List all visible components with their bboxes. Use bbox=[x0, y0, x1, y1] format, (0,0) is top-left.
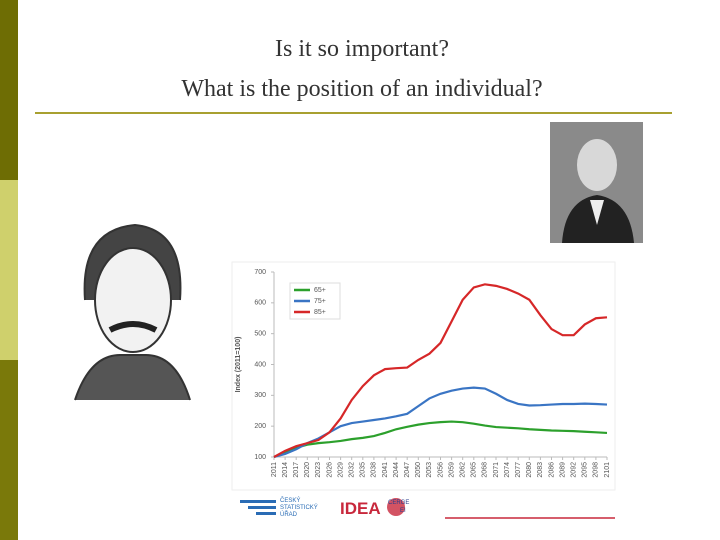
x-tick-label: 2041 bbox=[382, 462, 389, 478]
logo-text: ČESKÝ bbox=[280, 497, 300, 504]
portrait bbox=[550, 122, 643, 243]
x-tick-label: 2092 bbox=[571, 462, 578, 478]
x-tick-label: 2023 bbox=[315, 462, 322, 478]
legend-label: 65+ bbox=[314, 287, 326, 294]
y-tick-label: 300 bbox=[254, 392, 266, 399]
title-line: What is the position of an individual? bbox=[181, 76, 542, 102]
x-tick-label: 2014 bbox=[282, 462, 289, 478]
y-tick-label: 100 bbox=[254, 454, 266, 461]
logo-mark bbox=[387, 498, 405, 516]
x-tick-label: 2026 bbox=[326, 462, 333, 478]
logo-text: ÚŘAD bbox=[280, 510, 298, 518]
x-tick-label: 2086 bbox=[548, 462, 555, 478]
x-tick-label: 2047 bbox=[404, 462, 411, 478]
series-line bbox=[273, 420, 608, 459]
side-bar bbox=[0, 360, 18, 540]
x-tick-label: 2059 bbox=[448, 462, 455, 478]
portrait bbox=[74, 223, 191, 401]
x-tick-label: 2074 bbox=[504, 462, 511, 478]
x-tick-label: 2017 bbox=[293, 462, 300, 478]
x-tick-label: 2032 bbox=[349, 462, 356, 478]
logo-text: EI bbox=[400, 508, 406, 514]
y-tick-label: 600 bbox=[254, 300, 266, 307]
x-tick-label: 2068 bbox=[482, 462, 489, 478]
x-tick-label: 2080 bbox=[526, 462, 533, 478]
y-tick-label: 700 bbox=[254, 269, 266, 276]
x-tick-label: 2065 bbox=[471, 462, 478, 478]
x-tick-label: 2056 bbox=[437, 462, 444, 478]
logo-czso: ČESKÝ STATISTICKÝ ÚŘAD bbox=[240, 497, 318, 518]
chart-frame bbox=[231, 261, 616, 491]
x-tick-label: 2083 bbox=[537, 462, 544, 478]
x-tick-label: 2077 bbox=[515, 462, 522, 478]
x-tick-label: 2038 bbox=[371, 462, 378, 478]
y-axis-label: Index (2011=100) bbox=[235, 337, 242, 393]
chart: 100 200 300 400 500 600 700 2011 2014 2017 2020 202… bbox=[235, 269, 611, 478]
x-tick-label: 2089 bbox=[559, 462, 566, 478]
y-tick-label: 200 bbox=[254, 423, 266, 430]
logo-idea: IDEA bbox=[340, 499, 381, 518]
x-tick-label: 2011 bbox=[271, 462, 278, 477]
x-tick-label: 2050 bbox=[415, 462, 422, 478]
y-tick-label: 500 bbox=[254, 331, 266, 338]
side-bar bbox=[0, 180, 18, 360]
side-bar bbox=[0, 0, 18, 180]
y-tick-label: 400 bbox=[254, 361, 266, 368]
logo-text: STATISTICKÝ bbox=[280, 504, 318, 511]
x-tick-label: 2098 bbox=[593, 462, 600, 478]
legend-label: 75+ bbox=[314, 298, 326, 305]
x-tick-label: 2035 bbox=[360, 462, 367, 478]
x-tick-label: 2044 bbox=[393, 462, 400, 478]
x-tick-label: 2029 bbox=[337, 462, 344, 478]
x-tick-label: 2071 bbox=[493, 462, 500, 478]
series-line bbox=[273, 283, 608, 458]
logo-text: CERGE bbox=[388, 500, 409, 506]
x-tick-label: 2095 bbox=[582, 462, 589, 478]
x-tick-label: 2101 bbox=[604, 462, 611, 478]
x-tick-label: 2053 bbox=[426, 462, 433, 478]
x-tick-label: 2062 bbox=[460, 462, 467, 478]
title-line: Is it so important? bbox=[275, 36, 449, 62]
legend-label: 85+ bbox=[314, 309, 326, 316]
x-tick-label: 2020 bbox=[304, 462, 311, 478]
